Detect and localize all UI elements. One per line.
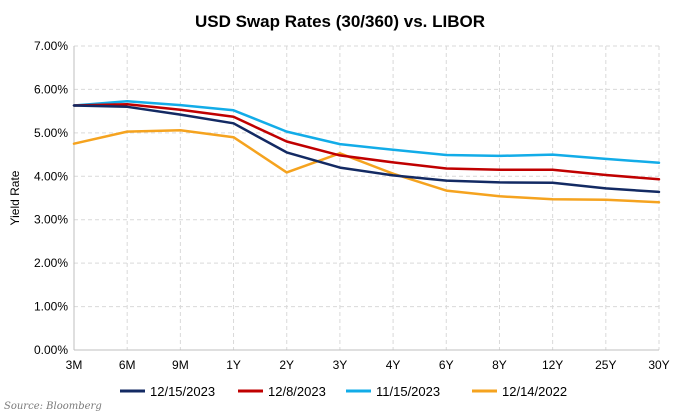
series-line-3: [72, 99, 661, 165]
x-tick-label: 30Y: [648, 358, 669, 372]
y-tick-label: 4.00%: [34, 169, 68, 183]
y-tick-label: 2.00%: [34, 256, 68, 270]
x-tick-label: 3Y: [333, 358, 348, 372]
x-tick-label: 4Y: [386, 358, 401, 372]
x-tick-label: 6M: [119, 358, 136, 372]
y-tick-label: 1.00%: [34, 300, 68, 314]
y-axis-title: Yield Rate: [8, 170, 22, 225]
y-tick-label: 5.00%: [34, 126, 68, 140]
x-tick-labels: 3M 6M 9M 1Y 2Y 3Y 4Y 6Y 8Y 12Y 25Y 30Y: [66, 358, 670, 372]
y-tick-label: 6.00%: [34, 82, 68, 96]
y-tick-label: 3.00%: [34, 213, 68, 227]
legend-label: 11/15/2023: [376, 384, 440, 399]
x-tick-label: 12Y: [542, 358, 563, 372]
legend-label: 12/14/2022: [502, 384, 567, 399]
legend-label: 12/15/2023: [150, 384, 215, 399]
x-tick-label: 2Y: [279, 358, 294, 372]
x-tick-label: 8Y: [492, 358, 507, 372]
y-tick-label: 0.00%: [34, 343, 68, 357]
series-lines: [72, 99, 661, 204]
series-line-2: [72, 102, 661, 181]
x-tick-label: 6Y: [439, 358, 454, 372]
axes: [73, 46, 659, 351]
chart-title: USD Swap Rates (30/360) vs. LIBOR: [195, 12, 485, 31]
series-line-4: [72, 129, 661, 204]
legend-label: 12/8/2023: [268, 384, 326, 399]
x-tick-label: 3M: [66, 358, 83, 372]
source-note: Source: Bloomberg: [4, 401, 102, 412]
series-line-1: [72, 104, 661, 194]
grid-lines: [74, 45, 660, 350]
legend: 12/15/2023 12/8/2023 11/15/2023 12/14/2022: [120, 384, 567, 399]
x-tick-label: 25Y: [595, 358, 616, 372]
x-tick-label: 9M: [172, 358, 189, 372]
y-tick-label: 7.00%: [34, 39, 68, 53]
x-tick-label: 1Y: [226, 358, 241, 372]
y-tick-labels: 0.00% 1.00% 2.00% 3.00% 4.00% 5.00% 6.00% 7.00%: [34, 39, 68, 357]
